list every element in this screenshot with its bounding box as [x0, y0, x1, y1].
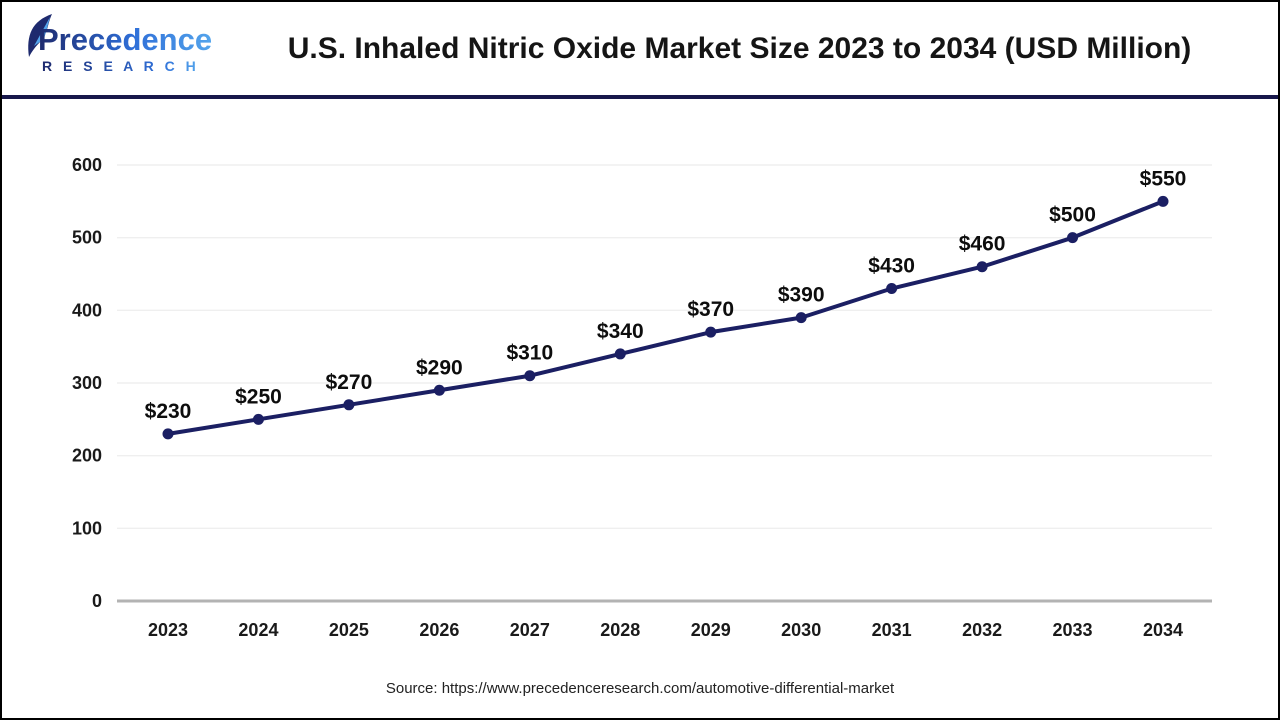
- x-tick-label: 2033: [1053, 620, 1093, 640]
- data-point-label: $290: [416, 356, 463, 379]
- x-tick-label: 2024: [238, 620, 278, 640]
- y-tick-label: 600: [72, 155, 102, 175]
- logo-wordmark: Precedence: [38, 22, 212, 57]
- data-point: [614, 348, 626, 360]
- data-point-label: $310: [506, 342, 553, 365]
- data-point: [886, 283, 898, 295]
- data-point-label: $460: [959, 233, 1006, 256]
- data-point: [343, 399, 355, 411]
- data-point: [252, 413, 264, 425]
- x-tick-label: 2032: [962, 620, 1002, 640]
- data-point: [976, 261, 988, 273]
- logo-subtitle: R E S E A R C H: [42, 58, 199, 74]
- header-bar: Precedence R E S E A R C H U.S. Inhaled …: [2, 2, 1278, 99]
- x-tick-label: 2028: [600, 620, 640, 640]
- data-point-label: $370: [687, 298, 734, 321]
- x-tick-label: 2029: [691, 620, 731, 640]
- data-point-label: $390: [778, 284, 825, 307]
- x-tick-label: 2026: [419, 620, 459, 640]
- x-tick-label: 2027: [510, 620, 550, 640]
- x-tick-label: 2034: [1143, 620, 1183, 640]
- data-point-label: $430: [868, 255, 915, 278]
- y-tick-label: 400: [72, 300, 102, 320]
- data-point-label: $270: [326, 371, 373, 394]
- precedence-research-logo: Precedence R E S E A R C H: [22, 13, 227, 84]
- data-point: [524, 370, 536, 382]
- data-point: [162, 428, 174, 440]
- logo-graphic: Precedence R E S E A R C H: [28, 14, 212, 74]
- data-point-label: $250: [235, 385, 282, 408]
- x-tick-label: 2025: [329, 620, 369, 640]
- y-tick-label: 300: [72, 373, 102, 393]
- data-point-label: $230: [145, 400, 192, 423]
- y-tick-label: 500: [72, 228, 102, 248]
- chart-title: U.S. Inhaled Nitric Oxide Market Size 20…: [287, 31, 1192, 65]
- source-citation: Source: https://www.precedenceresearch.c…: [385, 680, 895, 697]
- leaf-icon: [28, 14, 52, 57]
- y-tick-label: 200: [72, 446, 102, 466]
- data-point-label: $340: [597, 320, 644, 343]
- data-point: [433, 384, 445, 396]
- y-tick-label: 100: [72, 518, 102, 538]
- data-point-label: $550: [1140, 167, 1187, 190]
- series-line: [166, 199, 1165, 436]
- y-tick-label: 0: [92, 591, 102, 611]
- data-point: [795, 312, 807, 324]
- data-point: [1067, 232, 1079, 244]
- x-tick-label: 2030: [781, 620, 821, 640]
- data-point: [1157, 195, 1169, 207]
- x-tick-label: 2023: [148, 620, 188, 640]
- data-point-label: $500: [1049, 204, 1096, 227]
- data-point: [705, 326, 717, 338]
- x-tick-label: 2031: [872, 620, 912, 640]
